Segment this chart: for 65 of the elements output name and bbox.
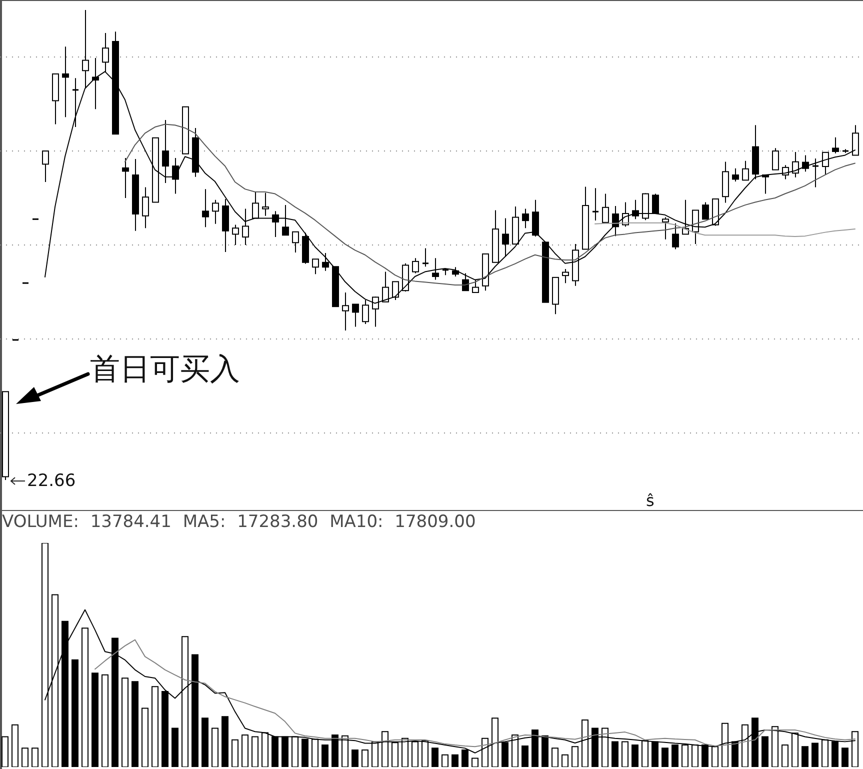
candlestick (122, 158, 129, 198)
candlestick (242, 208, 249, 246)
bar (842, 748, 848, 767)
candlestick (832, 136, 839, 154)
candlestick (412, 258, 419, 274)
candlestick (702, 202, 709, 220)
candlestick (772, 148, 779, 170)
bar (812, 742, 818, 767)
candlestick (792, 151, 799, 178)
candlestick (162, 119, 169, 184)
candlestick (812, 158, 818, 188)
annotation: 首日可买入 (90, 352, 240, 386)
candlestick (252, 191, 259, 219)
candlestick (292, 231, 299, 254)
bar (222, 716, 228, 767)
bar (612, 741, 618, 767)
candlestick (472, 279, 479, 293)
candlestick (352, 304, 359, 328)
candlestick (632, 199, 639, 220)
candlestick (562, 268, 569, 284)
text: ŝ (646, 490, 654, 510)
annotation: 22.66 (27, 471, 76, 491)
bar (352, 749, 358, 767)
candlestick (312, 258, 319, 275)
candlestick (72, 78, 78, 128)
candlestick (662, 216, 669, 240)
bar (452, 754, 458, 767)
bar (432, 748, 438, 767)
candlestick (322, 252, 329, 272)
candlestick (602, 193, 609, 223)
bar (92, 672, 98, 767)
candlestick (502, 218, 509, 258)
bar (632, 744, 638, 767)
candlestick (692, 210, 699, 245)
candlestick (432, 258, 439, 280)
candlestick (212, 199, 219, 224)
candlestick (262, 192, 269, 216)
candlestick (592, 188, 598, 222)
candlestick (652, 193, 659, 214)
bar (802, 746, 808, 767)
candlestick (522, 208, 529, 229)
candlestick (732, 168, 739, 182)
bar (72, 659, 78, 767)
bar (172, 728, 178, 767)
bar (662, 748, 668, 767)
bar (522, 745, 528, 767)
bar (762, 736, 768, 767)
candlestick (282, 204, 289, 236)
candlestick (742, 160, 749, 181)
candlestick (392, 281, 399, 300)
candlestick (422, 248, 428, 268)
candlestick (342, 292, 349, 332)
candlestick (822, 152, 829, 176)
candlestick (232, 224, 239, 246)
candlestick (142, 186, 149, 229)
bar (132, 681, 138, 767)
bar (322, 744, 328, 767)
chart-title: VOLUME: 13784.41 MA5: 17283.80 MA10: 17809.00 (2, 512, 476, 532)
candlestick (62, 46, 69, 118)
candlestick (532, 199, 539, 238)
candlestick (462, 272, 469, 292)
bar (202, 718, 208, 767)
candlestick (202, 188, 209, 228)
candlestick (672, 222, 679, 250)
candlestick (42, 150, 49, 183)
